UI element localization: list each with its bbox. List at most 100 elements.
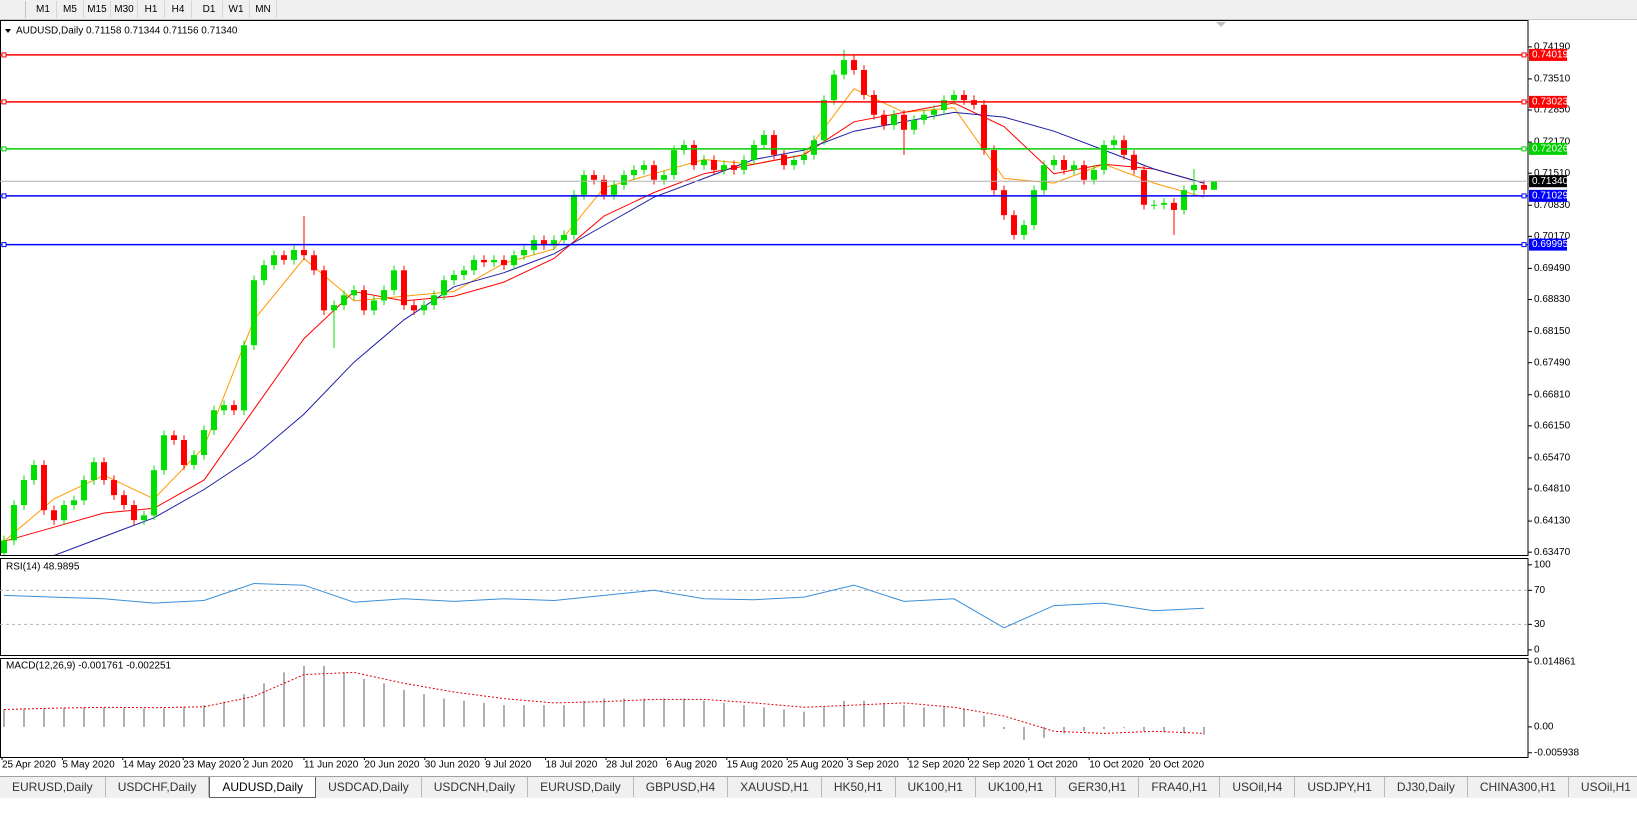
chart-tab[interactable]: FRA40,H1	[1139, 777, 1221, 797]
candle-body	[31, 464, 37, 481]
candle-body	[841, 60, 847, 75]
macd-bar	[403, 689, 405, 727]
candle-body	[611, 184, 617, 195]
candle-body	[851, 60, 857, 70]
macd-signal	[3, 671, 1205, 734]
chart-tab[interactable]: EURUSD,Daily	[0, 777, 106, 797]
level-handle	[1521, 193, 1527, 199]
level-handle	[1, 99, 7, 105]
macd-bar	[523, 705, 525, 727]
chart-tab[interactable]: DJ30,Daily	[1385, 777, 1468, 797]
chart-window: AUDUSD,Daily 0.71158 0.71344 0.71156 0.7…	[0, 20, 1579, 771]
candle-body	[161, 435, 167, 471]
macd-bar	[303, 665, 305, 727]
candle-body	[441, 280, 447, 296]
current-price-label: 0.71340	[1532, 176, 1569, 187]
y-tick-label: 0.71510	[1534, 168, 1571, 179]
macd-bar	[903, 705, 905, 727]
macd-bar	[383, 683, 385, 727]
macd-bar	[123, 707, 125, 727]
timeframe-button[interactable]: M15	[84, 1, 111, 18]
timeframe-button[interactable]: H4	[165, 1, 192, 18]
timeframe-button[interactable]: M30	[111, 1, 138, 18]
y-tick-label: 0.72850	[1534, 105, 1571, 116]
macd-bar	[1003, 726, 1005, 730]
chart-tab[interactable]: XAUUSD,H1	[728, 777, 822, 797]
x-tick-label: 5 May 2020	[62, 760, 115, 771]
timeframe-button[interactable]: MN	[250, 1, 277, 18]
chart-tab[interactable]: HK50,H1	[822, 777, 896, 797]
y-tick-label: 0	[1534, 645, 1540, 656]
candle-body	[791, 159, 797, 166]
candle-body	[771, 135, 777, 155]
macd-bar	[43, 708, 45, 727]
y-tick-label: 0.00	[1534, 722, 1554, 733]
x-tick-label: 23 May 2020	[183, 760, 241, 771]
chart-tab[interactable]: USDJPY,H1	[1295, 777, 1385, 797]
chart-tab[interactable]: CHINA300,H1	[1468, 777, 1569, 797]
y-tick-label: 0.014861	[1534, 657, 1576, 668]
candle-body	[201, 430, 207, 456]
chart-title: AUDUSD,Daily 0.71158 0.71344 0.71156 0.7…	[16, 26, 238, 37]
candle-body	[1001, 190, 1007, 216]
level-handle	[1521, 146, 1527, 152]
candle-body	[991, 150, 997, 191]
rsi-line	[3, 582, 1205, 629]
x-tick-label: 30 Jun 2020	[425, 760, 480, 771]
macd-bar	[1163, 726, 1165, 733]
tool-icon[interactable]	[3, 1, 26, 18]
timeframe-button[interactable]: M5	[57, 1, 84, 18]
candle-body	[281, 255, 287, 260]
chart-tab[interactable]: UK100,H1	[896, 777, 976, 797]
chart-tab[interactable]: USDCAD,Daily	[316, 777, 422, 797]
candle-body	[621, 175, 627, 185]
candles	[1, 49, 1217, 555]
candle-body	[1141, 169, 1147, 205]
level-label-box	[1529, 189, 1567, 202]
y-tick-label: 70	[1534, 585, 1546, 596]
candle-body	[921, 114, 927, 120]
candle-body	[1101, 144, 1107, 170]
candle-body	[171, 435, 177, 440]
timeframe-button[interactable]: W1	[223, 1, 250, 18]
candle-body	[121, 495, 127, 506]
chart-tab[interactable]: USOil,H4	[1220, 777, 1296, 797]
candle-body	[1, 540, 7, 554]
level-handle	[1, 52, 7, 58]
candle-body	[781, 154, 787, 166]
y-tick-label: -0.005938	[1534, 747, 1579, 758]
chart-tab[interactable]: USDCNH,Daily	[422, 777, 529, 797]
candle-body	[1121, 140, 1127, 155]
x-tick-label: 10 Oct 2020	[1089, 760, 1144, 771]
moving-average	[53, 111, 1205, 555]
chart-tab[interactable]: AUDUSD,Daily	[209, 777, 317, 798]
macd-bar	[103, 707, 105, 727]
candle-body	[701, 159, 707, 166]
y-tick-label: 0.65470	[1534, 453, 1571, 464]
macd-bar	[363, 678, 365, 727]
timeframe-button[interactable]: H1	[138, 1, 165, 18]
timeframe-button[interactable]: D1	[196, 1, 223, 18]
chart-tab[interactable]: USDCHF,Daily	[106, 777, 210, 797]
macd-bar	[1023, 726, 1025, 740]
candle-body	[451, 275, 457, 281]
x-tick-label: 25 Aug 2020	[787, 760, 844, 771]
candle-body	[561, 234, 567, 241]
candle-body	[571, 194, 577, 235]
y-tick-label: 100	[1534, 559, 1551, 570]
candle-body	[681, 144, 687, 151]
candle-body	[1111, 140, 1117, 145]
macd-bar	[943, 707, 945, 727]
macd-bar	[763, 707, 765, 727]
y-tick-label: 0.70170	[1534, 231, 1571, 242]
chart-tab[interactable]: USOil,H1	[1569, 777, 1637, 797]
chart-tab[interactable]: EURUSD,Daily	[528, 777, 634, 797]
candle-body	[81, 480, 87, 501]
macd-bar	[623, 698, 625, 727]
chart-tab[interactable]: GBPUSD,H4	[634, 777, 729, 797]
candle-body	[411, 305, 417, 311]
y-tick-label: 0.68830	[1534, 294, 1571, 305]
chart-tab[interactable]: GER30,H1	[1056, 777, 1140, 797]
timeframe-button[interactable]: M1	[30, 1, 57, 18]
chart-tab[interactable]: UK100,H1	[976, 777, 1057, 797]
